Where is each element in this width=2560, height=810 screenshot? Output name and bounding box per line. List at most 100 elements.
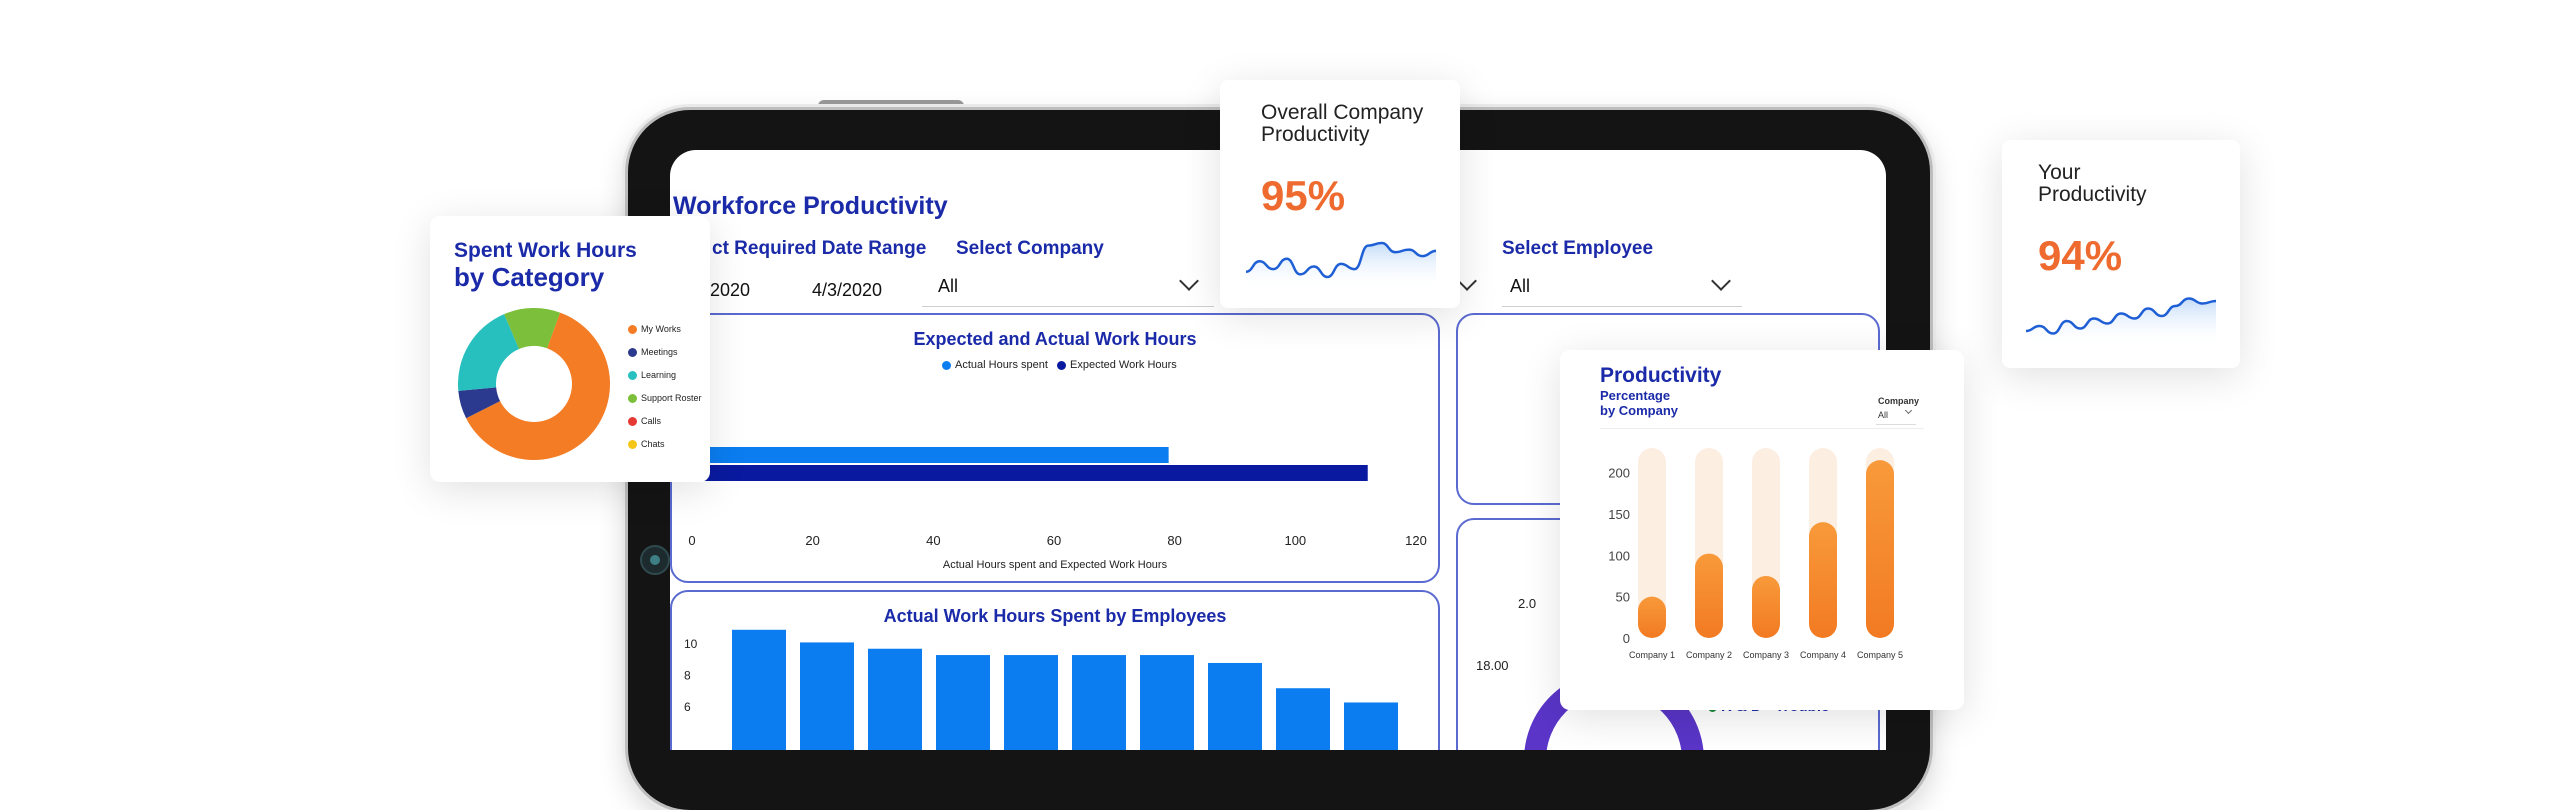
expected-actual-legend: Actual Hours spent Expected Work Hours	[942, 359, 1177, 371]
x-tick-label: Company 3	[1743, 650, 1789, 660]
employee-filter-value: All	[1510, 276, 1531, 296]
company-bar	[1752, 575, 1780, 638]
donut-slice	[458, 387, 501, 419]
company-productivity-title-block: Productivity Percentage by Company	[1600, 364, 1721, 418]
legend-expected: Expected Work Hours	[1070, 359, 1177, 371]
donut-slice	[466, 312, 610, 460]
company-filter-label: Select Company	[956, 238, 1104, 259]
company-bar	[1695, 553, 1723, 638]
value-label-2: 2.0	[1518, 596, 1537, 611]
bar-actual	[692, 447, 1169, 463]
dropdown-underline	[1502, 306, 1742, 307]
x-tick-label: Company 2	[1686, 650, 1732, 660]
legend-item: Meetings	[628, 347, 702, 370]
x-tick-label: 0	[688, 533, 695, 548]
y-tick-label: 200	[1608, 466, 1630, 481]
employee-bar	[1140, 655, 1194, 750]
your-title-line1: Your	[2038, 161, 2081, 184]
x-tick-label: Company 4	[1800, 650, 1846, 660]
legend-actual: Actual Hours spent	[955, 359, 1048, 371]
x-tick-label: Company 5	[1857, 650, 1903, 660]
category-title-line2: by Category	[454, 262, 605, 292]
employee-bar	[1276, 688, 1330, 750]
employees-chart: 10 8 6	[684, 629, 1398, 750]
y-tick-label: 150	[1608, 507, 1630, 522]
y-tick-label: 0	[1623, 631, 1630, 646]
x-tick-label: 80	[1167, 533, 1181, 548]
category-legend: My Works Meetings Learning Support Roster Ca…	[628, 324, 702, 462]
your-title-line2: Productivity	[2038, 183, 2147, 206]
bar-track	[1638, 448, 1666, 638]
x-tick-label: 120	[1405, 533, 1427, 548]
x-tick-label: 20	[805, 533, 819, 548]
y-tick-label: 10	[684, 637, 698, 651]
employee-bar	[1072, 655, 1126, 750]
tablet-top-button	[818, 100, 964, 112]
category-title: Spent Work Hours by Category	[454, 238, 637, 290]
employees-title: Actual Work Hours Spent by Employees	[883, 606, 1227, 626]
employee-bar	[1344, 702, 1398, 750]
bar-expected	[692, 465, 1368, 481]
employee-filter-label: Select Employee	[1502, 238, 1654, 259]
company-filter-mini-value: All	[1878, 410, 1889, 420]
expected-actual-title: Expected and Actual Work Hours	[913, 329, 1197, 349]
chevron-down-icon	[1179, 271, 1199, 291]
legend-label: My Works	[641, 324, 681, 334]
company-filter-mini-label: Company	[1878, 396, 1920, 406]
category-title-line1: Spent Work Hours	[454, 239, 637, 262]
legend-dot	[628, 417, 637, 427]
your-sparkline	[2026, 297, 2217, 346]
employee-bar	[1004, 655, 1058, 750]
y-tick-label: 100	[1608, 548, 1630, 563]
divider	[1600, 428, 1924, 429]
x-tick-label: 40	[926, 533, 940, 548]
overall-productivity-value: 95%	[1261, 172, 1346, 219]
x-tick-label: 60	[1047, 533, 1061, 548]
company-productivity-subtitle1: Percentage	[1600, 388, 1671, 403]
legend-label: Chats	[641, 439, 665, 449]
overall-title-line2: Productivity	[1261, 123, 1370, 146]
expected-actual-panel: Expected and Actual Work Hours Actual Ho…	[670, 313, 1440, 583]
chevron-down-icon	[1904, 406, 1913, 415]
legend-dot	[1057, 360, 1066, 370]
employee-bar	[1208, 662, 1262, 750]
category-card: Spent Work Hours by Category My Works Mee…	[430, 216, 710, 482]
company-filter-value: All	[938, 276, 959, 296]
legend-dot	[628, 394, 637, 404]
legend-item: Support Roster	[628, 393, 702, 416]
legend-label: Meetings	[641, 347, 678, 357]
employee-filter-dropdown[interactable]: All	[1502, 268, 1742, 307]
overall-productivity-title: Overall Company Productivity	[1261, 102, 1423, 146]
sparkline-line	[2026, 297, 2217, 335]
your-productivity-value: 94%	[2038, 232, 2123, 279]
company-productivity-chart: 200 150 100 50 0 Company 1 Company 2 Company 3 C…	[1608, 448, 1903, 660]
sparkline-area	[2026, 298, 2216, 346]
sparkline-line	[1246, 241, 1437, 279]
value-label: 18.00	[1476, 658, 1509, 673]
x-tick-label: Company 1	[1629, 650, 1675, 660]
company-filter-dropdown[interactable]: All	[922, 268, 1214, 307]
date-range-end[interactable]: 4/3/2020	[812, 280, 883, 300]
employee-bar	[732, 629, 786, 750]
employee-bar	[800, 642, 854, 750]
category-donut-chart	[458, 308, 610, 460]
donut-slice	[504, 308, 561, 350]
camera-icon	[640, 545, 670, 575]
employee-bar	[868, 648, 922, 750]
expected-actual-chart: 0 20 40 60 80 100 120	[688, 447, 1427, 548]
legend-item: Chats	[628, 439, 702, 462]
expected-actual-xlabel: Actual Hours spent and Expected Work Hou…	[942, 559, 1168, 571]
dropdown-underline	[922, 306, 1214, 307]
legend-dot	[628, 440, 637, 450]
legend-label: Learning	[641, 370, 677, 380]
y-tick-label: 8	[684, 669, 691, 683]
legend-label: Calls	[641, 416, 662, 426]
your-productivity-card: Your Productivity 94%	[2002, 140, 2240, 368]
company-bar	[1866, 460, 1894, 638]
company-filter-mini-dropdown[interactable]: All	[1876, 406, 1916, 425]
x-tick-label: 100	[1284, 533, 1306, 548]
company-bar	[1638, 596, 1666, 638]
employees-panel: Actual Work Hours Spent by Employees 10 8…	[670, 590, 1440, 750]
your-productivity-title: Your Productivity	[2038, 162, 2147, 206]
legend-dot	[628, 371, 637, 381]
